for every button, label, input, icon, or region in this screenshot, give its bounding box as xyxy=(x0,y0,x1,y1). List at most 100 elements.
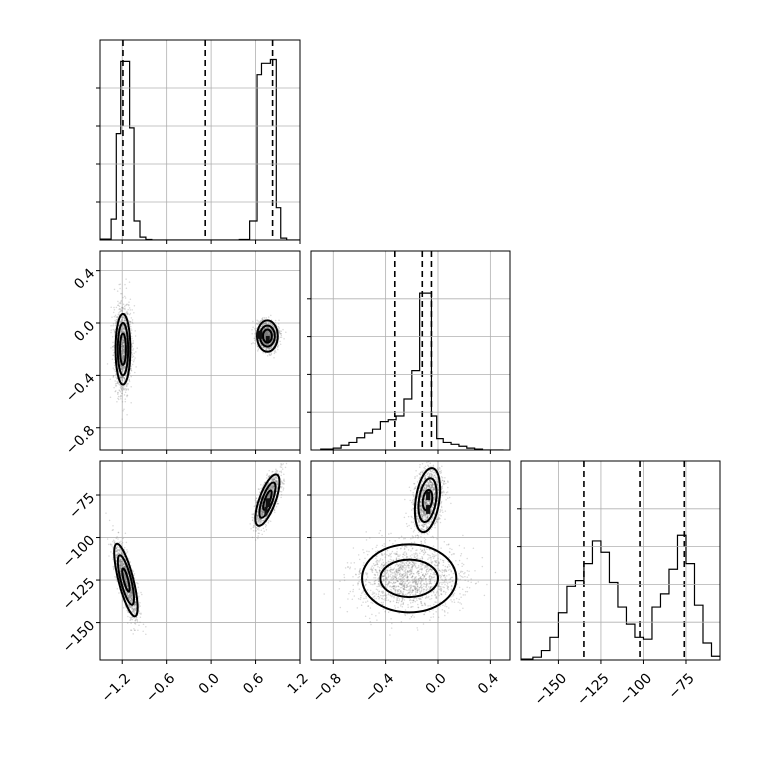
sample-point xyxy=(121,356,124,359)
sample-point xyxy=(116,380,118,383)
sample-point xyxy=(120,368,123,370)
sample-point xyxy=(125,581,127,584)
sample-point xyxy=(121,390,124,392)
sample-point xyxy=(267,322,270,325)
sample-point xyxy=(266,332,269,334)
sample-point xyxy=(268,332,270,335)
sample-point xyxy=(118,552,121,555)
sample-point xyxy=(120,560,122,563)
sample-point xyxy=(121,341,124,343)
sample-point xyxy=(267,331,270,334)
sample-point xyxy=(116,400,118,403)
sample-point xyxy=(265,331,267,333)
sample-point xyxy=(117,313,119,316)
sample-point xyxy=(266,334,269,336)
sample-point xyxy=(121,357,123,359)
sample-point xyxy=(134,600,137,603)
sample-point xyxy=(129,594,132,596)
sample-point xyxy=(272,479,274,481)
sample-point xyxy=(264,343,267,345)
sample-point xyxy=(126,313,128,316)
sample-point xyxy=(134,620,137,622)
sample-point xyxy=(124,400,127,403)
sample-point xyxy=(266,332,269,335)
sample-point xyxy=(119,564,122,567)
sample-point xyxy=(253,526,255,528)
sample-point xyxy=(129,309,132,311)
sample-point xyxy=(121,349,123,352)
sample-point xyxy=(279,330,281,332)
sample-point xyxy=(130,594,133,597)
sample-point xyxy=(128,596,130,598)
sample-point xyxy=(128,604,130,606)
sample-point xyxy=(126,413,128,416)
sample-point xyxy=(131,599,134,602)
sample-point xyxy=(124,580,127,583)
sample-point xyxy=(123,377,126,380)
sample-point xyxy=(118,560,121,562)
sample-point xyxy=(275,335,277,338)
sample-point xyxy=(271,485,273,488)
sample-point xyxy=(130,629,132,631)
sample-point xyxy=(263,328,265,331)
sample-point xyxy=(116,553,118,555)
sample-point xyxy=(126,582,128,584)
sample-point xyxy=(123,320,125,323)
sample-point xyxy=(123,331,125,333)
sample-point xyxy=(123,577,126,579)
sample-point xyxy=(125,592,128,595)
sample-point xyxy=(264,331,267,334)
sample-point xyxy=(119,558,122,561)
sample-point xyxy=(114,319,116,322)
sample-point xyxy=(131,569,134,571)
sample-point xyxy=(130,592,132,594)
sample-point xyxy=(122,346,125,348)
sample-point xyxy=(120,349,123,352)
sample-point xyxy=(121,351,123,354)
sample-point xyxy=(263,317,266,319)
sample-point xyxy=(267,331,270,333)
sample-point xyxy=(121,343,124,346)
sample-point xyxy=(265,332,268,334)
sample-point xyxy=(124,580,127,582)
sample-point xyxy=(131,598,134,601)
sample-point xyxy=(119,560,122,562)
sample-point xyxy=(131,353,134,356)
sample-point xyxy=(115,556,118,559)
sample-point xyxy=(269,493,271,495)
sample-point xyxy=(266,330,269,333)
sample-point xyxy=(121,564,124,566)
sample-point xyxy=(129,368,132,370)
sample-point xyxy=(111,358,114,360)
sample-point xyxy=(121,345,123,348)
sample-point xyxy=(138,595,140,598)
sample-point xyxy=(130,590,133,593)
sample-point xyxy=(123,572,125,575)
sample-point xyxy=(269,342,272,345)
sample-point xyxy=(119,571,122,573)
sample-point xyxy=(119,560,121,563)
sample-point xyxy=(124,566,127,568)
sample-point xyxy=(123,315,125,318)
sample-point xyxy=(137,597,140,599)
sample-point xyxy=(123,365,126,368)
sample-point xyxy=(133,607,136,610)
sample-point xyxy=(278,327,281,329)
sample-point xyxy=(266,326,268,329)
sample-point xyxy=(130,317,133,319)
sample-point xyxy=(271,486,273,489)
sample-point xyxy=(121,351,124,353)
sample-point xyxy=(122,358,125,361)
sample-point xyxy=(264,333,267,336)
sample-point xyxy=(122,366,124,369)
sample-point xyxy=(118,305,121,308)
sample-point xyxy=(119,376,122,378)
sample-point xyxy=(119,557,121,560)
sample-point xyxy=(264,337,267,339)
sample-point xyxy=(128,594,130,597)
sample-point xyxy=(265,334,267,337)
sample-point xyxy=(123,354,125,357)
sample-point xyxy=(121,351,124,354)
sample-point xyxy=(117,531,120,534)
sample-point xyxy=(121,376,124,378)
